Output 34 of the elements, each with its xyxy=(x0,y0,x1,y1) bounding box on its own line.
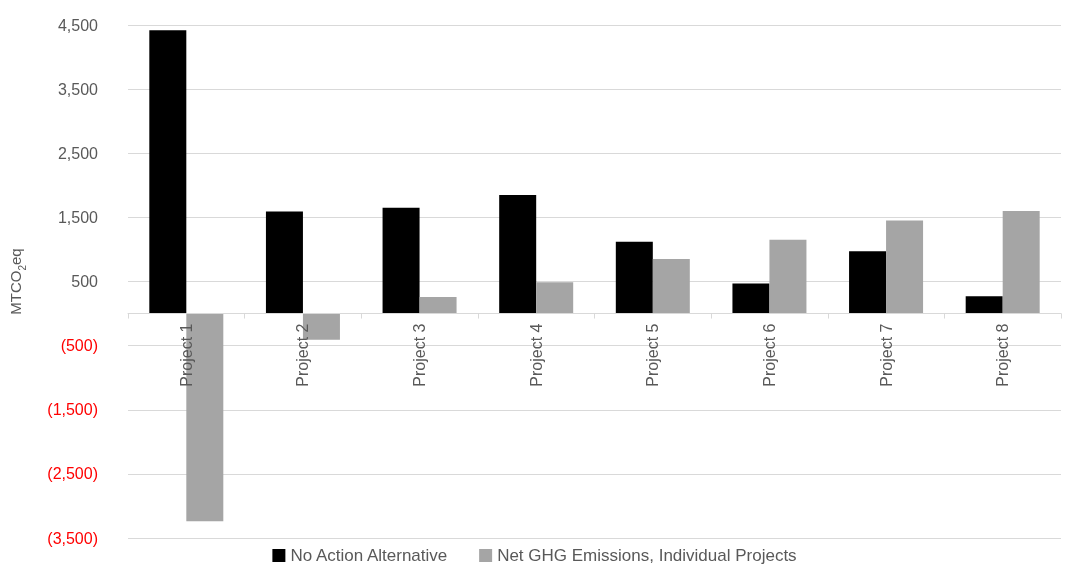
bar xyxy=(536,282,574,314)
y-tick-label: 4,500 xyxy=(57,16,99,34)
x-tick-label: Project 7 xyxy=(877,323,895,387)
bar xyxy=(886,220,924,314)
bar xyxy=(652,259,690,314)
y-tick-label: 1,500 xyxy=(57,208,99,226)
bar xyxy=(1002,210,1040,314)
y-tick-label: 3,500 xyxy=(57,80,99,98)
bar xyxy=(769,239,807,314)
x-tick-label: Project 3 xyxy=(411,323,429,387)
bar xyxy=(849,251,887,314)
bar xyxy=(419,296,457,314)
y-axis-title: MTCO2eq xyxy=(7,248,28,315)
bar xyxy=(149,30,187,314)
y-tick-label: 500 xyxy=(71,273,99,290)
bar xyxy=(732,283,770,314)
x-tick-label: Project 4 xyxy=(527,323,545,387)
bar xyxy=(499,194,537,314)
y-tick-label: (3,500) xyxy=(47,529,98,547)
bar xyxy=(615,241,653,314)
x-tick-label: Project 2 xyxy=(294,323,312,387)
y-tick-label: (2,500) xyxy=(47,465,98,483)
x-tick-label: Project 1 xyxy=(177,323,195,387)
legend-label: No Action Alternative xyxy=(290,546,448,565)
x-tick-label: Project 6 xyxy=(760,323,778,387)
bar xyxy=(265,211,303,314)
x-tick-label: Project 5 xyxy=(644,323,662,387)
y-tick-label: (500) xyxy=(60,337,98,355)
bar xyxy=(382,207,420,314)
legend-label: Net GHG Emissions, Individual Projects xyxy=(497,546,797,565)
bar xyxy=(965,296,1003,314)
x-tick-label: Project 8 xyxy=(994,323,1012,387)
y-tick-label: (1,500) xyxy=(47,401,98,419)
y-tick-label: 2,500 xyxy=(57,144,99,162)
